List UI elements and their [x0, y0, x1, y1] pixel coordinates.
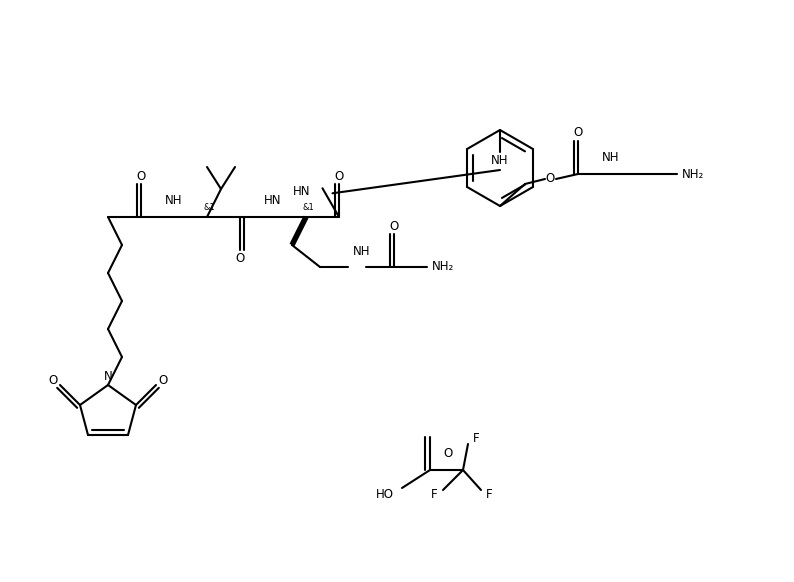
Text: NH₂: NH₂: [682, 168, 704, 180]
Text: &1: &1: [303, 204, 314, 212]
Text: O: O: [443, 447, 453, 460]
Text: NH₂: NH₂: [432, 261, 454, 274]
Text: NH: NH: [353, 245, 371, 258]
Text: O: O: [545, 172, 555, 186]
Text: N: N: [104, 371, 113, 384]
Text: O: O: [235, 251, 245, 264]
Text: NH: NH: [165, 194, 183, 207]
Text: O: O: [573, 126, 583, 140]
Text: O: O: [158, 374, 168, 386]
Text: NH: NH: [603, 151, 620, 164]
Text: O: O: [137, 169, 145, 183]
Text: O: O: [334, 169, 344, 183]
Text: F: F: [486, 488, 492, 502]
Text: &1: &1: [203, 204, 215, 212]
Text: HN: HN: [264, 194, 282, 207]
Text: O: O: [48, 374, 58, 386]
Text: F: F: [431, 488, 438, 502]
Text: F: F: [473, 432, 480, 445]
Text: HO: HO: [376, 488, 394, 501]
Text: O: O: [390, 219, 399, 232]
Text: HN: HN: [293, 185, 310, 198]
Text: NH: NH: [491, 154, 509, 168]
